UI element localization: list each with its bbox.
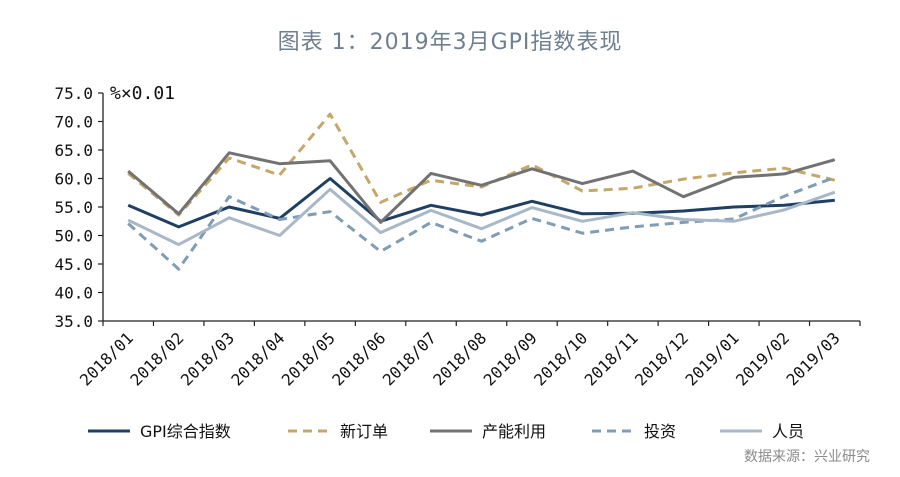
x-tick-label: 2019/01 xyxy=(682,328,743,389)
series-line-3 xyxy=(127,151,836,224)
x-tick-label: 2018/03 xyxy=(177,328,238,389)
y-tick-label: 75.0 xyxy=(54,84,93,103)
series-line-5 xyxy=(127,187,836,247)
y-unit-label: %×0.01 xyxy=(110,83,175,104)
y-tick-label: 55.0 xyxy=(54,198,93,217)
legend-label-1: GPI综合指数 xyxy=(140,422,231,441)
x-tick-label: 2018/08 xyxy=(429,328,490,389)
x-tick-label: 2018/05 xyxy=(278,328,339,389)
tick-labels: 75.0 70.0 65.0 60.0 55.0 50.0 45.0 40.0 35.0 %×0.… xyxy=(54,83,843,390)
x-tick-label: 2018/02 xyxy=(126,328,187,389)
legend-label-4: 投资 xyxy=(644,422,676,441)
y-tick-label: 60.0 xyxy=(54,170,93,189)
y-tick-label: 70.0 xyxy=(54,113,93,132)
x-tick-label: 2018/06 xyxy=(328,328,389,389)
x-tick-label: 2018/07 xyxy=(379,328,440,389)
y-tick-label: 40.0 xyxy=(54,284,93,303)
x-tick-label: 2018/12 xyxy=(631,328,692,389)
legend-label-5: 人员 xyxy=(772,422,804,441)
chart-title: 图表 1：2019年3月GPI指数表现 xyxy=(277,30,623,55)
legend: GPI综合指数 新订单 产能利用 投资 人员 xyxy=(88,422,804,441)
x-tick-label: 2019/02 xyxy=(732,328,793,389)
axes xyxy=(98,92,861,326)
legend-label-2: 新订单 xyxy=(340,422,388,441)
series-layer xyxy=(127,112,836,271)
x-tick-label: 2018/10 xyxy=(530,328,591,389)
legend-label-3: 产能利用 xyxy=(482,422,546,441)
series-line-1 xyxy=(127,177,835,229)
y-tick-label: 45.0 xyxy=(54,255,93,274)
y-tick-label: 65.0 xyxy=(54,141,93,160)
y-tick-label: 50.0 xyxy=(54,227,93,246)
series-line-4 xyxy=(127,175,836,271)
source-note: 数据来源：兴业研究 xyxy=(744,449,870,465)
x-tick-label: 2018/04 xyxy=(227,328,288,389)
x-tick-label: 2018/01 xyxy=(76,328,137,389)
series-line-2 xyxy=(127,112,836,217)
x-tick-label: 2019/03 xyxy=(782,328,843,389)
x-tick-label: 2018/09 xyxy=(480,328,541,389)
y-tick-label: 35.0 xyxy=(54,312,93,331)
x-tick-label: 2018/11 xyxy=(581,328,642,389)
